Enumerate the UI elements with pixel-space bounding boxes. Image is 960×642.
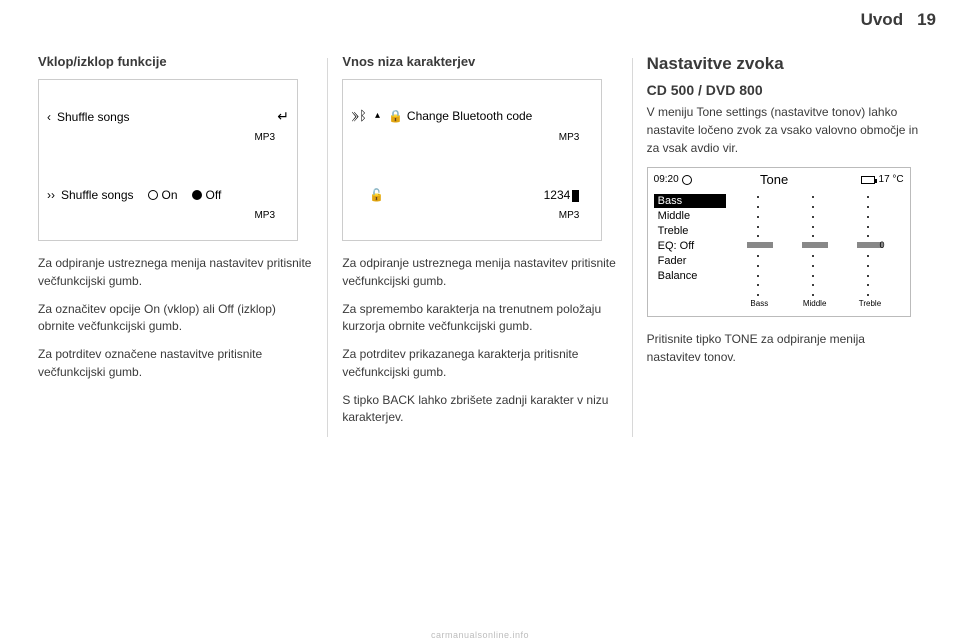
col2-row2-value: 1234 — [544, 188, 580, 202]
footer-watermark: carmanualsonline.info — [0, 630, 960, 640]
tone-list: Bass Middle Treble EQ: Off Fader Balance — [654, 194, 726, 310]
page-header: Uvod 19 — [861, 10, 936, 30]
col2-row2-sub-text: MP3 — [559, 210, 580, 221]
col2-row2-sub: MP3 — [343, 208, 601, 223]
radio-on-icon — [192, 190, 202, 200]
col1-row1-sub: MP3 — [39, 130, 297, 145]
tone-col-label-bass: Bass — [750, 299, 768, 308]
tone-time: 09:20 — [654, 174, 679, 185]
tone-item-bass: Bass — [654, 194, 726, 208]
col1-row2-sub-text: MP3 — [254, 210, 275, 221]
col2-row1-sub-text: MP3 — [559, 132, 580, 143]
col1-row1-sub-text: MP3 — [254, 132, 275, 143]
bluetooth-icon: ⟫ᛒ — [351, 108, 367, 123]
col1-display-row2: ›› Shuffle songs On Off — [39, 186, 297, 204]
col2-p3: Za potrditev prikazanega karakterja prit… — [342, 346, 617, 382]
header-chapter: Uvod — [861, 10, 904, 30]
radio-off-icon — [148, 190, 158, 200]
column-3: Nastavitve zvoka CD 500 / DVD 800 V meni… — [633, 54, 936, 437]
slider-middle — [802, 242, 828, 248]
tone-col-middle: Middle — [793, 196, 837, 296]
col3-p2: Pritisnite tipko TONE za odpiranje menij… — [647, 331, 922, 367]
col2-display-row2: 🔓 1234 — [343, 186, 601, 204]
cursor-icon — [572, 190, 579, 202]
tone-title: Tone — [692, 172, 857, 187]
tone-temp: 17 °C — [879, 174, 904, 185]
col2-row1-text: Change Bluetooth code — [407, 109, 532, 123]
tone-body: Bass Middle Treble EQ: Off Fader Balance — [654, 194, 904, 310]
return-icon: ↵ — [277, 108, 289, 125]
col1-row2-sub: MP3 — [39, 208, 297, 223]
col2-display: ⟫ᛒ ▴ 🔒 Change Bluetooth code MP3 🔓 1234 … — [342, 79, 602, 241]
col1-p3: Za potrditev označene nastavitve pritisn… — [38, 346, 313, 382]
caret-up-icon: ▴ — [375, 110, 380, 121]
tone-item-middle: Middle — [654, 209, 726, 223]
col3-big-title: Nastavitve zvoka — [647, 54, 922, 74]
lock-open-icon: 🔓 — [369, 188, 384, 202]
tone-item-treble: Treble — [654, 224, 726, 238]
col2-row2-value-text: 1234 — [544, 188, 571, 202]
column-1: Vklop/izklop funkcije ‹ Shuffle songs ↵ … — [24, 54, 327, 437]
col2-row1-sub: MP3 — [343, 130, 601, 145]
tone-item-fader: Fader — [654, 254, 726, 268]
col1-p1: Za odpiranje ustreznega menija nastavite… — [38, 255, 313, 291]
col1-p2: Za označitev opcije On (vklop) ali Off (… — [38, 301, 313, 337]
clock-icon — [682, 175, 692, 185]
content-columns: Vklop/izklop funkcije ‹ Shuffle songs ↵ … — [24, 54, 936, 437]
header-page-number: 19 — [917, 10, 936, 30]
tone-header: 09:20 Tone 17 °C — [654, 172, 904, 187]
tone-col-label-middle: Middle — [803, 299, 827, 308]
tone-item-balance: Balance — [654, 269, 726, 283]
battery-icon — [861, 176, 875, 184]
tone-graph: Bass Middle — [726, 194, 904, 310]
slider-bass — [747, 242, 773, 248]
col2-p2: Za spremembo karakterja na trenutnem pol… — [342, 301, 617, 337]
col2-title: Vnos niza karakterjev — [342, 54, 617, 69]
opt-off-label: Off — [206, 188, 222, 202]
tone-col-label-treble: Treble — [859, 299, 881, 308]
col3-sub-title: CD 500 / DVD 800 — [647, 82, 922, 98]
chevron-right-icon: ›› — [47, 188, 55, 202]
col2-p4: S tipko BACK lahko zbrišete zadnji karak… — [342, 392, 617, 428]
col1-row1-text: Shuffle songs — [57, 110, 130, 124]
lock-closed-icon: 🔒 — [388, 109, 403, 123]
chevron-left-icon: ‹ — [47, 110, 51, 124]
col1-display: ‹ Shuffle songs ↵ MP3 ›› Shuffle songs O… — [38, 79, 298, 241]
col1-title: Vklop/izklop funkcije — [38, 54, 313, 69]
tone-item-eq: EQ: Off — [654, 239, 726, 253]
col3-p1: V meniju Tone settings (nastavitve tonov… — [647, 104, 922, 157]
tone-zero-label: 0 — [879, 240, 884, 250]
tone-display: 09:20 Tone 17 °C Bass Middle Treble EQ: … — [647, 167, 911, 317]
column-2: Vnos niza karakterjev ⟫ᛒ ▴ 🔒 Change Blue… — [328, 54, 631, 437]
tone-col-bass: Bass — [737, 196, 781, 296]
col2-display-row1: ⟫ᛒ ▴ 🔒 Change Bluetooth code — [343, 106, 601, 125]
col2-p1: Za odpiranje ustreznega menija nastavite… — [342, 255, 617, 291]
opt-on-label: On — [162, 188, 178, 202]
col1-display-row1: ‹ Shuffle songs ↵ — [39, 106, 297, 127]
col1-row2-text: Shuffle songs — [61, 188, 134, 202]
tone-col-treble: 0 Treble — [848, 196, 892, 296]
